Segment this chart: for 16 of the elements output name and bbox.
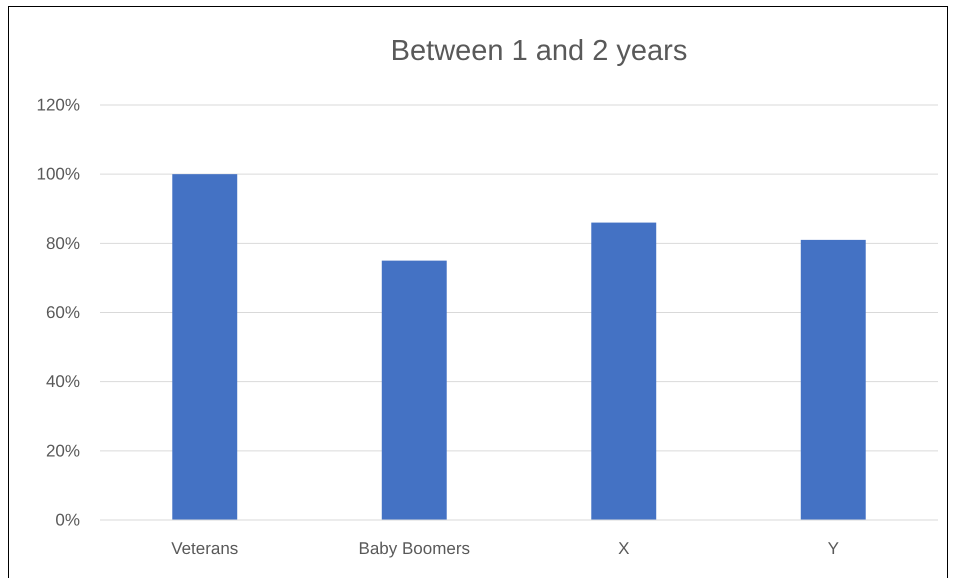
- x-tick-label: Y: [828, 539, 839, 558]
- y-tick-label: 60%: [46, 302, 80, 322]
- y-tick-label: 80%: [46, 234, 80, 253]
- x-tick-label: X: [618, 539, 630, 558]
- x-tick-label: Veterans: [171, 539, 238, 558]
- y-tick-label: 0%: [55, 510, 80, 530]
- x-tick-label: Baby Boomers: [358, 539, 470, 558]
- y-tick-label: 100%: [36, 164, 80, 184]
- bar: [382, 260, 447, 520]
- y-tick-label: 120%: [36, 95, 80, 114]
- bar: [591, 222, 656, 520]
- y-tick-label: 40%: [46, 372, 80, 392]
- bar: [800, 240, 866, 520]
- chart-title: Between 1 and 2 years: [390, 35, 688, 67]
- y-tick-label: 20%: [46, 441, 80, 460]
- bar: [172, 174, 238, 520]
